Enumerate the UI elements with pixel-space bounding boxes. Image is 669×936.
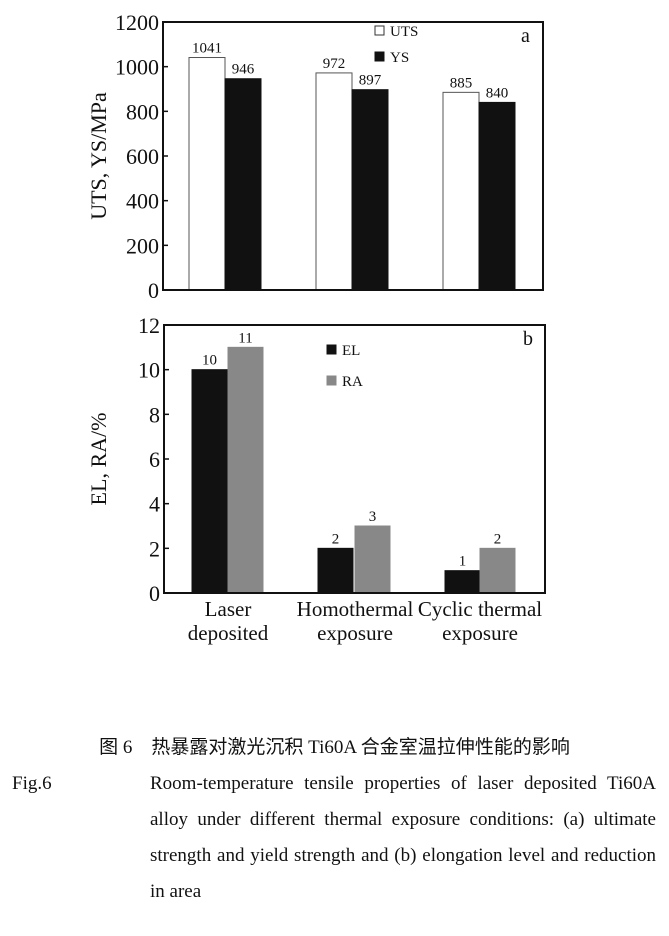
legend-label-ys: YS: [390, 50, 409, 66]
bar-uts-0: [188, 57, 226, 291]
x-category-label-2: Cyclic thermal: [418, 597, 542, 621]
y-axis-label: UTS, YS/MPa: [86, 92, 111, 220]
legend-label-el: EL: [342, 343, 360, 359]
bar-el-1: [317, 547, 354, 594]
y-tick-label: 400: [126, 189, 159, 214]
y-tick-label: 0: [149, 581, 160, 606]
bar-ys-0: [224, 78, 262, 291]
data-label-ra-2: 2: [494, 531, 502, 547]
y-tick-label: 800: [126, 99, 159, 124]
legend-swatch-el: [326, 344, 337, 355]
data-label-el-2: 1: [459, 554, 467, 570]
legend-swatch-ra: [326, 375, 337, 386]
panel-label: a: [521, 25, 530, 47]
y-tick-label: 8: [149, 402, 160, 427]
y-tick-label: 12: [138, 313, 160, 338]
legend-swatch-ys: [374, 51, 385, 62]
x-category-label-1: exposure: [317, 621, 393, 645]
figure-charts: 1041972885946897840020040060080010001200…: [86, 10, 546, 645]
caption-figure-label: Fig.6: [12, 773, 52, 794]
bar-ra-0: [227, 346, 264, 594]
bar-ra-1: [354, 525, 391, 594]
data-label-ra-1: 3: [369, 509, 377, 525]
x-category-label-2: exposure: [442, 621, 518, 645]
data-label-uts-0: 1041: [192, 41, 222, 57]
legend-label-ra: RA: [342, 374, 363, 390]
y-tick-label: 600: [126, 144, 159, 169]
y-tick-label: 2: [149, 536, 160, 561]
y-tick-label: 200: [126, 233, 159, 258]
data-label-ys-1: 897: [359, 73, 382, 89]
y-tick-label: 4: [149, 492, 160, 517]
bar-el-0: [191, 369, 228, 594]
y-tick-label: 6: [149, 447, 160, 472]
data-label-uts-1: 972: [323, 56, 346, 72]
bar-ys-1: [351, 89, 389, 291]
y-tick-label: 10: [138, 358, 160, 383]
legend-swatch-uts: [374, 25, 385, 36]
y-tick-label: 1000: [115, 55, 159, 80]
x-category-label-0: deposited: [188, 621, 269, 645]
bar-uts-2: [442, 91, 480, 291]
bar-ra-2: [479, 547, 516, 594]
x-category-label-0: Laser: [205, 597, 252, 621]
data-label-el-0: 10: [202, 353, 217, 369]
caption-english: Room-temperature tensile properties of l…: [150, 773, 656, 902]
y-axis-label: EL, RA/%: [86, 413, 111, 506]
panel-label: b: [523, 328, 533, 350]
bar-ys-2: [478, 101, 516, 291]
legend-label-uts: UTS: [390, 24, 418, 40]
data-label-ys-2: 840: [486, 85, 509, 101]
data-label-ra-0: 11: [238, 330, 252, 346]
data-label-ys-0: 946: [232, 62, 255, 78]
data-label-el-1: 2: [332, 531, 340, 547]
bar-el-2: [444, 570, 481, 594]
bar-uts-1: [315, 72, 353, 291]
y-tick-label: 0: [148, 278, 159, 303]
caption-chinese: 图 6 热暴露对激光沉积 Ti60A 合金室温拉伸性能的影响: [99, 737, 570, 758]
y-tick-label: 1200: [115, 10, 159, 35]
data-label-uts-2: 885: [450, 75, 473, 91]
x-category-label-1: Homothermal: [297, 597, 414, 621]
